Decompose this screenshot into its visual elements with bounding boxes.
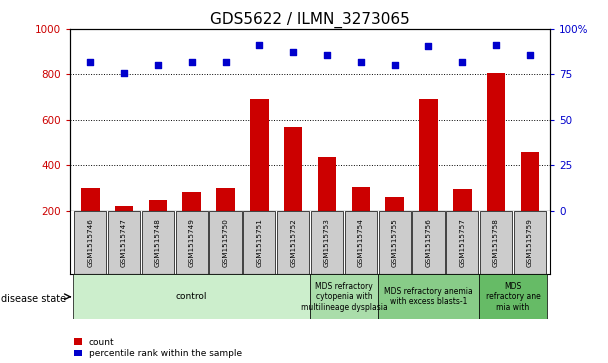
Point <box>322 52 332 58</box>
Bar <box>216 188 235 211</box>
Text: control: control <box>176 292 207 301</box>
Bar <box>284 127 302 211</box>
Point <box>525 52 535 58</box>
Text: MDS refractory anemia
with excess blasts-1: MDS refractory anemia with excess blasts… <box>384 287 473 306</box>
FancyBboxPatch shape <box>379 211 411 274</box>
FancyBboxPatch shape <box>74 274 310 319</box>
Point <box>255 42 264 48</box>
Point <box>187 59 196 65</box>
Bar <box>419 99 438 211</box>
Point <box>457 59 467 65</box>
FancyBboxPatch shape <box>480 211 512 274</box>
Bar <box>81 188 100 211</box>
Bar <box>520 152 539 211</box>
FancyBboxPatch shape <box>310 274 378 319</box>
FancyBboxPatch shape <box>142 211 174 274</box>
FancyBboxPatch shape <box>74 211 106 274</box>
Text: GSM1515746: GSM1515746 <box>87 218 93 267</box>
Bar <box>385 197 404 211</box>
FancyBboxPatch shape <box>378 274 479 319</box>
FancyBboxPatch shape <box>446 211 478 274</box>
Text: disease state: disease state <box>1 294 66 305</box>
Text: GSM1515753: GSM1515753 <box>324 218 330 267</box>
Title: GDS5622 / ILMN_3273065: GDS5622 / ILMN_3273065 <box>210 12 410 28</box>
FancyBboxPatch shape <box>514 211 546 274</box>
FancyBboxPatch shape <box>209 211 241 274</box>
Point <box>85 59 95 65</box>
FancyBboxPatch shape <box>479 274 547 319</box>
FancyBboxPatch shape <box>176 211 208 274</box>
Bar <box>182 192 201 211</box>
Bar <box>487 73 505 211</box>
Point <box>390 62 399 68</box>
FancyBboxPatch shape <box>243 211 275 274</box>
Point <box>119 70 129 76</box>
Text: MDS refractory
cytopenia with
multilineage dysplasia: MDS refractory cytopenia with multilinea… <box>300 282 387 312</box>
Text: GSM1515759: GSM1515759 <box>527 218 533 267</box>
Legend: count, percentile rank within the sample: count, percentile rank within the sample <box>74 338 242 359</box>
Text: GSM1515754: GSM1515754 <box>358 218 364 267</box>
FancyBboxPatch shape <box>108 211 140 274</box>
Bar <box>318 157 336 211</box>
Text: GSM1515758: GSM1515758 <box>493 218 499 267</box>
Bar <box>250 99 269 211</box>
Point <box>221 59 230 65</box>
FancyBboxPatch shape <box>311 211 343 274</box>
FancyBboxPatch shape <box>277 211 309 274</box>
Text: GSM1515752: GSM1515752 <box>290 218 296 267</box>
Point <box>153 62 163 68</box>
FancyBboxPatch shape <box>345 211 377 274</box>
Text: GSM1515748: GSM1515748 <box>155 218 161 267</box>
Text: GSM1515757: GSM1515757 <box>459 218 465 267</box>
Text: GSM1515749: GSM1515749 <box>188 218 195 267</box>
Point <box>356 59 365 65</box>
Bar <box>453 189 472 211</box>
Point <box>288 49 298 55</box>
Point <box>424 44 434 49</box>
Text: MDS
refractory ane
mia with: MDS refractory ane mia with <box>486 282 541 312</box>
Bar <box>115 206 133 211</box>
FancyBboxPatch shape <box>412 211 444 274</box>
Text: GSM1515755: GSM1515755 <box>392 218 398 267</box>
Point <box>491 42 501 48</box>
Text: GSM1515756: GSM1515756 <box>426 218 432 267</box>
Text: GSM1515750: GSM1515750 <box>223 218 229 267</box>
Bar <box>351 187 370 211</box>
Text: GSM1515747: GSM1515747 <box>121 218 127 267</box>
Text: GSM1515751: GSM1515751 <box>257 218 262 267</box>
Bar <box>148 200 167 211</box>
